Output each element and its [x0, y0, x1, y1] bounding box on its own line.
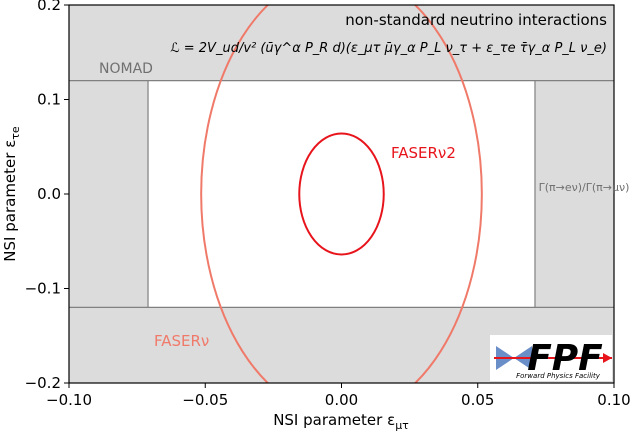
series-faser-nu2 [298, 132, 385, 256]
x-tick-label: 0.10 [597, 391, 630, 409]
nomad-band-top [69, 5, 614, 81]
y-tick-label: 0.2 [37, 0, 61, 14]
faser-nu-label: FASERν [154, 332, 209, 350]
annotation-title: non-standard neutrino interactions [345, 11, 607, 29]
series-faser-nu [200, 5, 483, 383]
pion-band-left [69, 80, 149, 308]
x-tick-label: −0.10 [46, 391, 92, 409]
x-tick-label: −0.05 [182, 391, 228, 409]
faser-nu2-label: FASERν2 [391, 144, 456, 162]
x-tick-label: 0.00 [325, 391, 358, 409]
y-axis-label: NSI parameter ετe [1, 126, 22, 262]
logo-arrow-icon [603, 353, 612, 363]
y-tick-label: −0.1 [25, 280, 61, 298]
x-ticks: −0.10 −0.05 0.00 0.05 0.10 [46, 383, 631, 409]
logo-text: FPF [527, 338, 603, 379]
pion-ratio-label: Γ(π→eν)/Γ(π→μν) [539, 181, 630, 194]
x-tick-label: 0.05 [461, 391, 494, 409]
y-tick-label: 0.1 [37, 91, 61, 109]
x-axis-label: NSI parameter εμτ [273, 411, 409, 432]
annotation-formula: ℒ = 2V_ud/v² (ūγ^α P_R d)(ε_μτ μ̄γ_α P_L… [170, 41, 607, 56]
y-tick-label: 0.0 [37, 185, 61, 203]
y-ticks: −0.2 −0.1 0.0 0.1 0.2 [25, 0, 69, 392]
logo-subtitle: Forward Physics Facility [516, 372, 601, 380]
pion-band-right [534, 80, 614, 308]
pion-label: Γ(π→eν)/Γ(π→μν) [539, 181, 630, 194]
fpf-logo: FPF Forward Physics Facility [490, 335, 612, 381]
y-axis-label-sub: τe [9, 126, 22, 140]
y-tick-label: −0.2 [25, 374, 61, 392]
nomad-label: NOMAD [99, 61, 153, 77]
x-axis-label-sub: μτ [395, 419, 409, 432]
